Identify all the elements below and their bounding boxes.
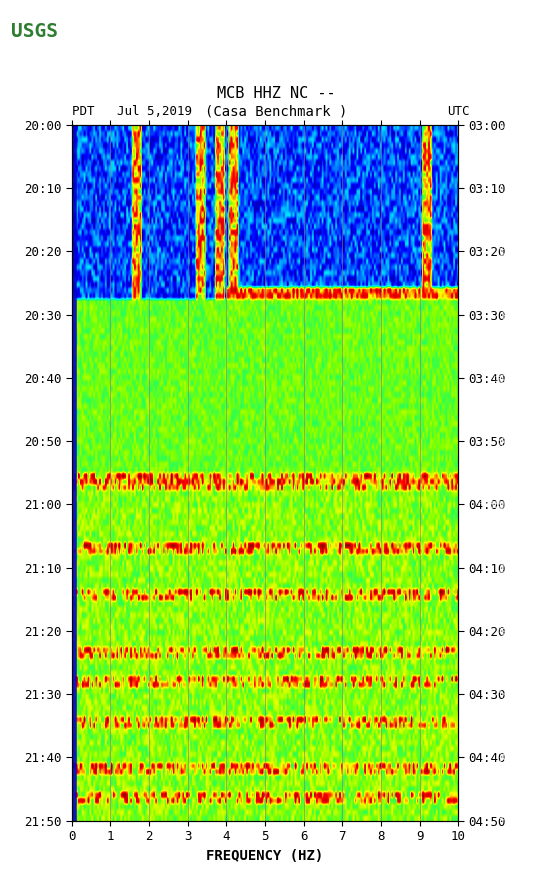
Text: MCB HHZ NC --: MCB HHZ NC -- [217,87,335,101]
Text: USGS: USGS [11,21,58,41]
X-axis label: FREQUENCY (HZ): FREQUENCY (HZ) [206,849,323,863]
Text: (Casa Benchmark ): (Casa Benchmark ) [205,104,347,119]
Text: UTC: UTC [447,105,469,118]
Text: PDT   Jul 5,2019: PDT Jul 5,2019 [72,105,192,118]
